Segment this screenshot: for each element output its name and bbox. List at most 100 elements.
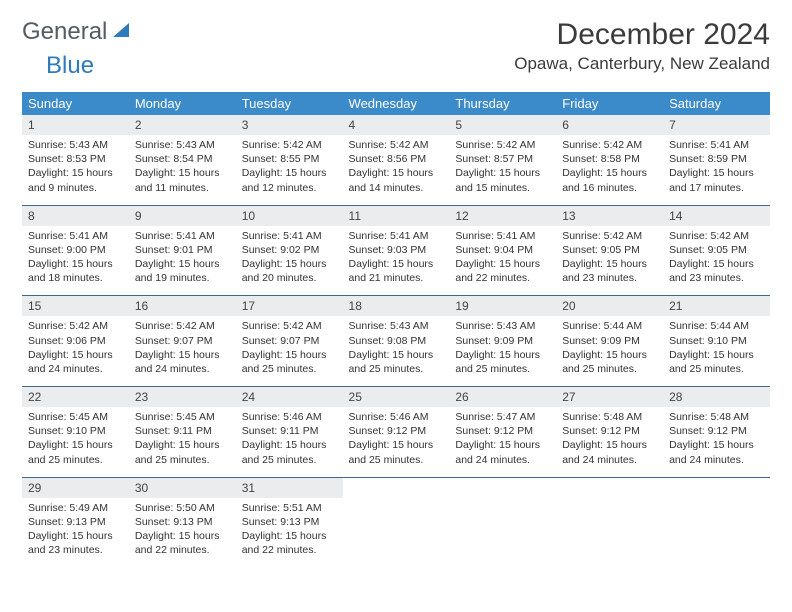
day-number: 8	[22, 206, 129, 226]
day-details: Sunrise: 5:44 AMSunset: 9:09 PMDaylight:…	[556, 316, 663, 386]
daylight-line: Daylight: 15 hours and 12 minutes.	[242, 167, 327, 193]
calendar-cell: 28Sunrise: 5:48 AMSunset: 9:12 PMDayligh…	[663, 387, 770, 478]
day-details: Sunrise: 5:44 AMSunset: 9:10 PMDaylight:…	[663, 316, 770, 386]
calendar-cell: 13Sunrise: 5:42 AMSunset: 9:05 PMDayligh…	[556, 205, 663, 296]
calendar-cell: 1Sunrise: 5:43 AMSunset: 8:53 PMDaylight…	[22, 115, 129, 205]
calendar-cell: 6Sunrise: 5:42 AMSunset: 8:58 PMDaylight…	[556, 115, 663, 205]
day-details: Sunrise: 5:51 AM Sunset: 9:13 PM Daylight:…	[236, 498, 343, 568]
sunset-line: Sunset: 9:12 PM	[455, 425, 533, 437]
day-number: 11	[343, 206, 450, 226]
sunset-line: Sunset: 9:02 PM	[242, 244, 320, 256]
month-title: December 2024	[514, 18, 770, 52]
daylight-line: Daylight: 15 hours and 25 minutes.	[349, 439, 434, 465]
daylight-line: Daylight: 15 hours and 11 minutes.	[135, 167, 220, 193]
sunrise-line: Sunrise: 5:43 AM	[135, 139, 215, 151]
day-details: Sunrise: 5:43 AMSunset: 9:09 PMDaylight:…	[449, 316, 556, 386]
daylight-line: Daylight: 15 hours and 20 minutes.	[242, 258, 327, 284]
weekday-header: Thursday	[449, 92, 556, 115]
sunrise-line: Sunrise: 5:42 AM	[28, 320, 108, 332]
sunrise-line: Sunrise: 5:41 AM	[455, 230, 535, 242]
day-details: Sunrise: 5:42 AMSunset: 8:55 PMDaylight:…	[236, 135, 343, 205]
sunrise-line: Sunrise: 5:46 AM	[349, 411, 429, 423]
day-details: Sunrise: 5:50 AMSunset: 9:13 PMDaylight:…	[129, 498, 236, 568]
day-number	[449, 478, 556, 498]
day-number: 1	[22, 115, 129, 135]
daylight-line: Daylight: 15 hours and 18 minutes.	[28, 258, 113, 284]
day-number: 18	[343, 296, 450, 316]
day-number: 25	[343, 387, 450, 407]
daylight-line: Daylight: 15 hours and 25 minutes.	[242, 349, 327, 375]
day-number: 2	[129, 115, 236, 135]
day-details: Sunrise: 5:43 AMSunset: 9:08 PMDaylight:…	[343, 316, 450, 386]
brand-logo: General	[22, 18, 135, 46]
day-number: 17	[236, 296, 343, 316]
sunrise-line: Sunrise: 5:44 AM	[562, 320, 642, 332]
brand-sail-icon	[111, 19, 133, 46]
weekday-header: Saturday	[663, 92, 770, 115]
day-details: Sunrise: 5:41 AMSunset: 8:59 PMDaylight:…	[663, 135, 770, 205]
calendar-cell: 19Sunrise: 5:43 AMSunset: 9:09 PMDayligh…	[449, 296, 556, 387]
calendar-cell: 14Sunrise: 5:42 AMSunset: 9:05 PMDayligh…	[663, 205, 770, 296]
title-block: December 2024 Opawa, Canterbury, New Zea…	[514, 18, 770, 74]
calendar-cell: 20Sunrise: 5:44 AMSunset: 9:09 PMDayligh…	[556, 296, 663, 387]
day-number: 13	[556, 206, 663, 226]
daylight-line: Daylight: 15 hours and 14 minutes.	[349, 167, 434, 193]
sunset-line: Sunset: 9:13 PM	[242, 516, 320, 528]
day-number: 9	[129, 206, 236, 226]
day-details: Sunrise: 5:45 AMSunset: 9:11 PMDaylight:…	[129, 407, 236, 477]
day-number	[556, 478, 663, 498]
sunrise-line: Sunrise: 5:44 AM	[669, 320, 749, 332]
calendar-cell: 8Sunrise: 5:41 AMSunset: 9:00 PMDaylight…	[22, 205, 129, 296]
sunset-line: Sunset: 9:06 PM	[28, 335, 106, 347]
daylight-line: Daylight: 15 hours and 25 minutes.	[242, 439, 327, 465]
sunset-line: Sunset: 8:59 PM	[669, 153, 747, 165]
daylight-line: Daylight: 15 hours and 22 minutes.	[242, 530, 327, 556]
daylight-line: Daylight: 15 hours and 23 minutes.	[562, 258, 647, 284]
sunrise-line: Sunrise: 5:45 AM	[28, 411, 108, 423]
day-details: Sunrise: 5:42 AMSunset: 9:05 PMDaylight:…	[663, 226, 770, 296]
day-details: Sunrise: 5:47 AMSunset: 9:12 PMDaylight:…	[449, 407, 556, 477]
calendar-cell	[449, 477, 556, 567]
calendar-cell: 24Sunrise: 5:46 AMSunset: 9:11 PMDayligh…	[236, 387, 343, 478]
sunrise-line: Sunrise: 5:43 AM	[28, 139, 108, 151]
day-number: 6	[556, 115, 663, 135]
daylight-line: Daylight: 15 hours and 17 minutes.	[669, 167, 754, 193]
day-number: 5	[449, 115, 556, 135]
daylight-line: Daylight: 15 hours and 19 minutes.	[135, 258, 220, 284]
calendar-cell: 27Sunrise: 5:48 AMSunset: 9:12 PMDayligh…	[556, 387, 663, 478]
sunrise-line: Sunrise: 5:42 AM	[455, 139, 535, 151]
day-details: Sunrise: 5:41 AMSunset: 9:02 PMDaylight:…	[236, 226, 343, 296]
sunset-line: Sunset: 9:04 PM	[455, 244, 533, 256]
sunrise-line: Sunrise: 5:41 AM	[28, 230, 108, 242]
calendar-cell: 18Sunrise: 5:43 AMSunset: 9:08 PMDayligh…	[343, 296, 450, 387]
weekday-header: Monday	[129, 92, 236, 115]
sunset-line: Sunset: 8:53 PM	[28, 153, 106, 165]
daylight-line: Daylight: 15 hours and 24 minutes.	[562, 439, 647, 465]
day-details: Sunrise: 5:42 AMSunset: 8:56 PMDaylight:…	[343, 135, 450, 205]
calendar-cell: 17Sunrise: 5:42 AMSunset: 9:07 PMDayligh…	[236, 296, 343, 387]
calendar-body: 1 Sunrise: 5:43 AM Sunset: 8:53 PM Daylight…	[22, 115, 770, 567]
sunset-line: Sunset: 9:09 PM	[562, 335, 640, 347]
sunrise-line: Sunrise: 5:47 AM	[455, 411, 535, 423]
day-number: 21	[663, 296, 770, 316]
daylight-line: Daylight: 15 hours and 24 minutes.	[135, 349, 220, 375]
daylight-line: Daylight: 15 hours and 16 minutes.	[562, 167, 647, 193]
sunrise-line: Sunrise: 5:43 AM	[455, 320, 535, 332]
day-number: 29	[22, 478, 129, 498]
sunset-line: Sunset: 9:05 PM	[669, 244, 747, 256]
calendar-cell: 21Sunrise: 5:44 AMSunset: 9:10 PMDayligh…	[663, 296, 770, 387]
day-number: 4	[343, 115, 450, 135]
weekday-header: Sunday	[22, 92, 129, 115]
sunrise-line: Sunrise: 5:51 AM	[242, 502, 322, 514]
sunrise-line: Sunrise: 5:42 AM	[669, 230, 749, 242]
day-details: Sunrise: 5:41 AMSunset: 9:00 PMDaylight:…	[22, 226, 129, 296]
calendar-cell: 7Sunrise: 5:41 AMSunset: 8:59 PMDaylight…	[663, 115, 770, 205]
daylight-line: Daylight: 15 hours and 15 minutes.	[455, 167, 540, 193]
sunrise-line: Sunrise: 5:42 AM	[562, 139, 642, 151]
sunrise-line: Sunrise: 5:42 AM	[562, 230, 642, 242]
daylight-line: Daylight: 15 hours and 24 minutes.	[28, 349, 113, 375]
daylight-line: Daylight: 15 hours and 24 minutes.	[669, 439, 754, 465]
day-details: Sunrise: 5:42 AMSunset: 9:07 PMDaylight:…	[129, 316, 236, 386]
day-number: 12	[449, 206, 556, 226]
weekday-header: Tuesday	[236, 92, 343, 115]
